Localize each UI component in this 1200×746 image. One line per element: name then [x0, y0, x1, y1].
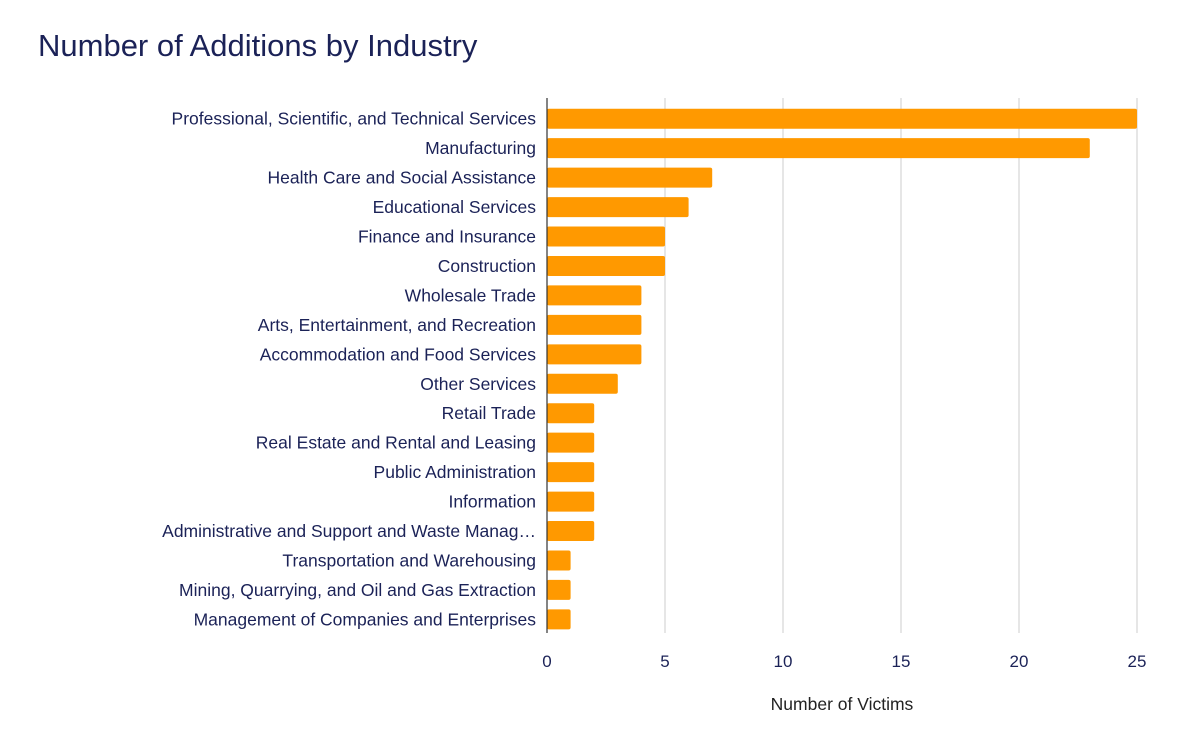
bar: [547, 138, 1090, 159]
bar: [547, 579, 571, 600]
category-label: Health Care and Social Assistance: [268, 168, 536, 188]
x-tick-labels: 0 5 10 15 20 25: [542, 652, 1146, 671]
bar: [547, 226, 665, 247]
category-label: Public Administration: [374, 462, 536, 482]
category-label: Arts, Entertainment, and Recreation: [258, 315, 536, 335]
category-label: Transportation and Warehousing: [282, 550, 536, 570]
gridlines: [664, 98, 1138, 633]
bar: [547, 373, 618, 394]
bar: [547, 432, 595, 453]
bar: [547, 314, 642, 335]
bar: [547, 167, 713, 188]
bar: [547, 491, 595, 512]
category-label: Wholesale Trade: [405, 285, 536, 305]
x-tick-label: 0: [542, 652, 551, 671]
x-tick-label: 20: [1010, 652, 1029, 671]
x-tick-label: 25: [1128, 652, 1147, 671]
category-label: Professional, Scientific, and Technical …: [172, 109, 537, 129]
bar: [547, 344, 642, 365]
category-label: Retail Trade: [442, 403, 536, 423]
category-label: Accommodation and Food Services: [260, 344, 536, 364]
bar: [547, 521, 595, 542]
bar: [547, 285, 642, 306]
x-tick-label: 15: [892, 652, 911, 671]
bar: [547, 403, 595, 424]
category-label: Educational Services: [373, 197, 537, 217]
category-label: Construction: [438, 256, 536, 276]
chart-title: Number of Additions by Industry: [38, 28, 478, 63]
category-label: Manufacturing: [425, 138, 536, 158]
category-labels: Professional, Scientific, and Technical …: [162, 109, 536, 630]
category-label: Other Services: [420, 374, 536, 394]
x-tick-label: 5: [660, 652, 669, 671]
category-label: Finance and Insurance: [358, 227, 536, 247]
bar: [547, 609, 571, 630]
x-tick-label: 10: [774, 652, 793, 671]
category-label: Real Estate and Rental and Leasing: [256, 433, 536, 453]
x-axis-title: Number of Victims: [771, 694, 914, 714]
bar: [547, 550, 571, 571]
bar: [547, 197, 689, 218]
category-label: Mining, Quarrying, and Oil and Gas Extra…: [179, 580, 536, 600]
bars: [547, 108, 1137, 630]
bar: [547, 255, 665, 276]
category-label: Administrative and Support and Waste Man…: [162, 521, 536, 541]
bar: [547, 462, 595, 483]
category-label: Management of Companies and Enterprises: [194, 609, 537, 629]
bar: [547, 108, 1137, 129]
category-label: Information: [448, 492, 536, 512]
